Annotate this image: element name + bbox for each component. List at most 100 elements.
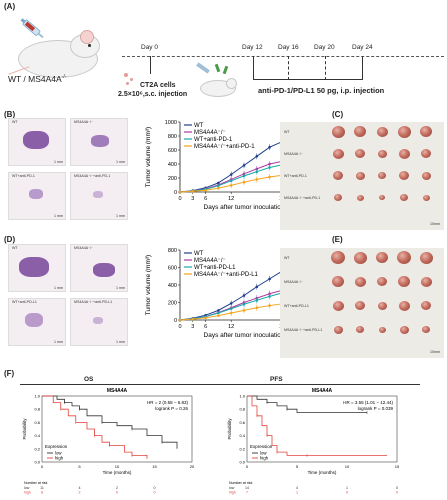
km-pfs-pvalue: logrank P = 0.039 <box>358 406 394 411</box>
km-pfs-ytick-label: 0.6 <box>239 420 245 425</box>
row-label-e-1: MS4A4A⁻/⁻ <box>284 280 303 284</box>
chart-d-legend-label: MS4A4A⁻/⁻+anti-PD-L1 <box>194 272 259 278</box>
tumor-specimen <box>376 126 388 137</box>
km-pfs-curve-low <box>247 395 367 413</box>
tumor-specimen <box>399 171 409 180</box>
scale-c: 10mm <box>430 222 440 226</box>
km-os-risk-value: 11 <box>40 486 44 490</box>
chart-d-ytick-label: 600 <box>168 266 177 272</box>
km-os-legend-label: high <box>55 456 64 461</box>
timeline-tick-day20 <box>325 56 326 80</box>
row-label-e-2: WT+anti-PD-L1 <box>284 304 309 308</box>
chart-b-xlabel: Days after tumor inoculation <box>204 204 285 211</box>
row-label-c-0: WT <box>284 130 290 134</box>
km-pfs-risk-group: low <box>229 486 235 490</box>
chart-b-ytick-label: 600 <box>168 148 177 154</box>
km-os-ytick-label: 0.6 <box>34 420 40 425</box>
chart-b-point <box>217 186 220 190</box>
chart-b-ytick-label: 1000 <box>165 120 177 126</box>
chart-b-point <box>217 181 220 185</box>
km-os-ytick-label: 1.0 <box>34 394 40 399</box>
timeline-tick-day24 <box>362 56 363 80</box>
tumor-specimen <box>398 300 410 311</box>
os-title: OS <box>84 376 94 383</box>
chart-b-xtick-label: 12 <box>228 196 234 202</box>
tumor-specimen <box>378 172 386 179</box>
chart-d-ytick-label: 400 <box>168 283 177 289</box>
chart-d-xtick-label: 3 <box>191 324 194 330</box>
tumor-specimen <box>421 149 431 158</box>
tumor-specimen <box>377 301 387 310</box>
chart-b-ylabel: Tumor volume (mm³) <box>145 127 152 187</box>
km-pfs-risk-value: 1 <box>296 491 298 495</box>
km-os-legend-label: low <box>55 451 62 456</box>
cells-label: CT2A cells <box>140 82 176 89</box>
tumor-specimen <box>332 300 344 311</box>
km-os-xtick-label: 20 <box>190 464 195 469</box>
chart-b-ytick-label: 800 <box>168 134 177 140</box>
he-section-d-ko-treated: MS4A4A⁻/⁻+anti-PD-L1 1 mm <box>70 298 128 346</box>
chart-b-legend-label: MS4A4A⁻/⁻+anti-PD-1 <box>194 144 255 150</box>
km-os-risk-value: 0 <box>154 486 156 490</box>
chart-d-xlabel: Days after tumor inoculation <box>204 332 285 339</box>
chart-d-xtick-label: 12 <box>228 324 234 330</box>
chart-b-ytick-label: 200 <box>168 176 177 182</box>
panel-a: WT / MS4A4A-/- Day 0 Day 12 Day 16 Day 2… <box>0 0 447 108</box>
syringe-icon <box>20 18 44 39</box>
he-section-ko-treated: MS4A4A⁻/⁻+anti-PD-1 1 mm <box>70 172 128 220</box>
day-label-12: Day 12 <box>242 44 263 51</box>
panel-label-a: (A) <box>4 2 16 11</box>
timeline-axis <box>122 56 444 58</box>
km-os-ylabel: Probability <box>22 418 27 440</box>
km-pfs-ylabel: Probability <box>227 418 232 440</box>
km-pfs-risk-value: 4 <box>296 486 298 490</box>
km-os-risk-group: low <box>24 486 30 490</box>
tumor-specimen <box>354 276 366 287</box>
tumor-specimen <box>353 251 367 264</box>
he-section-wt: WT 1 mm <box>8 118 66 166</box>
km-pfs-ytick-label: 0.8 <box>239 407 245 412</box>
chart-b-legend-label: WT+anti-PD-1 <box>194 137 233 143</box>
panel-f: OS PFS <box>20 376 430 498</box>
km-pfs-risk-value: 7 <box>246 491 248 495</box>
chart-d-point <box>204 316 207 320</box>
chart-b-legend-label: MS4A4A⁻/⁻ <box>194 130 226 136</box>
chart-b-xtick-label: 3 <box>191 196 194 202</box>
tumor-specimen <box>333 171 343 180</box>
chart-d-point <box>217 311 220 315</box>
km-pfs-xlabel: Time (months) <box>308 470 337 475</box>
chart-b-xtick-label: 6 <box>204 196 207 202</box>
km-os-risk-value: 0 <box>116 491 118 495</box>
km-os-curve-high <box>42 395 148 459</box>
tumor-specimen <box>377 277 387 286</box>
km-pfs-ytick-label: 1.0 <box>239 394 245 399</box>
chart-d-point <box>178 318 182 322</box>
day-label-20: Day 20 <box>314 44 335 51</box>
day-label-0: Day 0 <box>141 44 158 51</box>
km-pfs-risk-value: 0 <box>396 491 398 495</box>
chart-d-ytick-label: 0 <box>174 318 177 324</box>
treatment-label: anti-PD-1/PD-L1 50 pg, i.p. injection <box>258 86 385 95</box>
panel-label-b: (B) <box>4 110 16 119</box>
chart-b-xtick-label: 0 <box>178 196 181 202</box>
row-label-c-1: MS4A4A⁻/⁻ <box>284 152 303 156</box>
km-pfs-risk-header: Number at risk <box>229 481 253 485</box>
tumor-specimen <box>421 301 431 310</box>
km-pfs-legend-title: Expression <box>250 444 273 449</box>
panel-c-photo: WT MS4A4A⁻/⁻ WT+anti-PD-1 MS4A4A⁻/⁻+anti… <box>280 122 444 230</box>
timeline-tick-day0 <box>150 56 151 74</box>
km-pfs-risk-value: 1 <box>346 486 348 490</box>
km-os-frame <box>41 395 193 463</box>
panel-b-sections: WT 1 mm MS4A4A⁻/⁻ 1 mm WT+anti-PD-1 1 mm… <box>8 118 128 226</box>
chart-d-ylabel: Tumor volume (mm³) <box>145 255 152 315</box>
f-header-rule <box>20 384 420 385</box>
km-os-risk-header: Number at risk <box>24 481 48 485</box>
km-os-risk-value: 2 <box>116 486 118 490</box>
tumor-specimen <box>377 149 387 158</box>
km-os-risk-value: 8 <box>41 491 43 495</box>
chart-d-point <box>217 314 220 317</box>
injection-label: 2.5×10⁶,s.c. injection <box>118 91 188 98</box>
he-section-ko: MS4A4A⁻/⁻ 1 mm <box>70 118 128 166</box>
tumor-specimen <box>356 194 364 201</box>
km-os-gene: MS4A4A <box>107 388 128 394</box>
